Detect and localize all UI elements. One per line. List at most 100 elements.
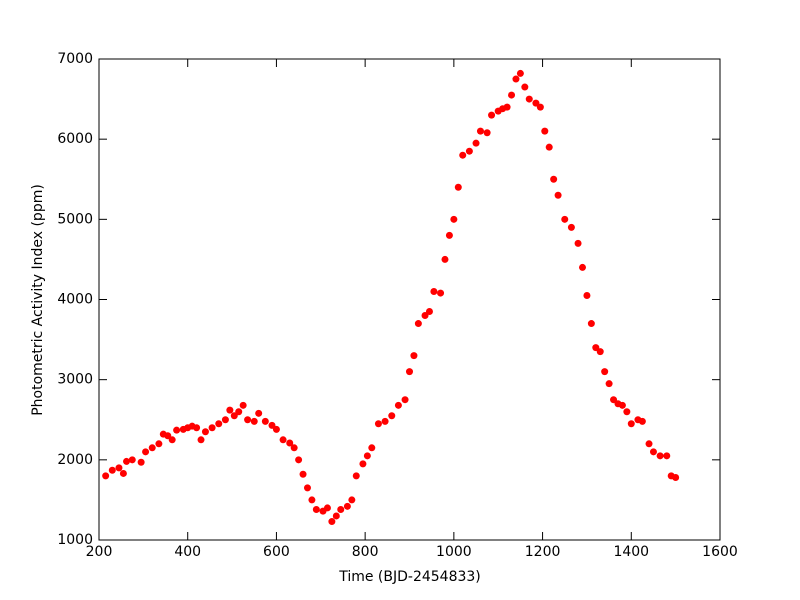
data-point: [545, 143, 553, 151]
data-point: [128, 456, 136, 464]
data-point: [102, 472, 110, 480]
data-point: [512, 75, 520, 83]
data-point: [197, 436, 205, 444]
data-point: [414, 320, 422, 328]
x-tick-label: 1400: [613, 544, 649, 560]
data-point: [168, 436, 176, 444]
data-point: [279, 436, 287, 444]
data-point: [410, 352, 418, 360]
data-point: [454, 183, 462, 191]
data-point: [388, 412, 396, 420]
data-point: [610, 396, 618, 404]
data-point: [627, 420, 635, 428]
data-point: [441, 255, 449, 263]
data-point: [561, 215, 569, 223]
y-tick-label: 5000: [57, 211, 93, 227]
data-point: [244, 416, 252, 424]
data-point: [359, 460, 367, 468]
data-point: [618, 401, 626, 409]
data-point: [672, 473, 680, 481]
data-point: [437, 289, 445, 297]
data-point: [536, 103, 544, 111]
data-point: [472, 139, 480, 147]
data-point: [201, 428, 209, 436]
data-point: [286, 439, 294, 447]
data-point: [193, 424, 201, 432]
data-point: [583, 291, 591, 299]
data-point: [430, 287, 438, 295]
data-point: [476, 127, 484, 135]
data-point: [261, 417, 269, 425]
data-point: [215, 420, 223, 428]
data-point: [450, 215, 458, 223]
data-point: [108, 466, 116, 474]
data-point: [332, 512, 340, 520]
data-point: [541, 127, 549, 135]
data-point: [394, 401, 402, 409]
data-point: [532, 99, 540, 107]
x-tick-label: 1000: [436, 544, 472, 560]
data-point: [574, 239, 582, 247]
data-point: [337, 506, 345, 514]
data-point: [550, 175, 558, 183]
data-point: [578, 263, 586, 271]
data-point: [623, 408, 631, 416]
data-point: [374, 420, 382, 428]
x-axis-label: Time (BJD-2454833): [338, 569, 481, 585]
data-point: [649, 448, 657, 456]
data-point: [323, 504, 331, 512]
y-tick-label: 3000: [57, 372, 93, 388]
data-point: [508, 91, 516, 99]
data-point: [554, 191, 562, 199]
data-point: [303, 484, 311, 492]
x-tick-label: 600: [263, 544, 290, 560]
data-point: [421, 312, 429, 320]
data-point: [343, 502, 351, 510]
data-point: [638, 417, 646, 425]
data-point: [142, 448, 150, 456]
x-tick-label: 400: [174, 544, 201, 560]
data-point: [308, 496, 316, 504]
data-point: [164, 432, 172, 440]
data-point: [516, 69, 524, 77]
data-point: [656, 452, 664, 460]
data-point: [425, 308, 433, 316]
data-point: [226, 406, 234, 414]
data-point: [601, 368, 609, 376]
y-tick-label: 1000: [57, 532, 93, 548]
data-point: [235, 408, 243, 416]
data-point: [488, 111, 496, 119]
data-point: [645, 440, 653, 448]
data-point: [221, 416, 229, 424]
data-point: [123, 457, 131, 465]
data-point: [290, 444, 298, 452]
y-tick-label: 4000: [57, 292, 93, 308]
data-point: [268, 421, 276, 429]
x-tick-label: 1600: [702, 544, 738, 560]
data-point: [137, 458, 145, 466]
data-point: [272, 425, 280, 433]
data-point: [406, 368, 413, 376]
y-tick-label: 7000: [57, 51, 93, 67]
data-point: [312, 506, 320, 514]
data-point: [596, 348, 604, 356]
data-point: [173, 426, 181, 434]
y-axis-label: Photometric Activity Index (ppm): [30, 184, 46, 416]
data-point: [503, 103, 511, 111]
data-point: [250, 417, 258, 425]
data-point: [155, 440, 163, 448]
data-point: [328, 518, 336, 526]
plot-frame: [98, 58, 721, 541]
data-point: [663, 452, 671, 460]
data-point: [230, 412, 238, 420]
data-point: [605, 380, 613, 388]
data-point: [148, 444, 156, 452]
x-tick-label: 200: [86, 544, 113, 560]
data-point: [445, 231, 453, 239]
data-point: [587, 320, 595, 328]
x-tick-label: 1200: [525, 544, 561, 560]
x-tick-label: 800: [352, 544, 379, 560]
data-point: [483, 129, 491, 137]
y-tick-label: 6000: [57, 131, 93, 147]
